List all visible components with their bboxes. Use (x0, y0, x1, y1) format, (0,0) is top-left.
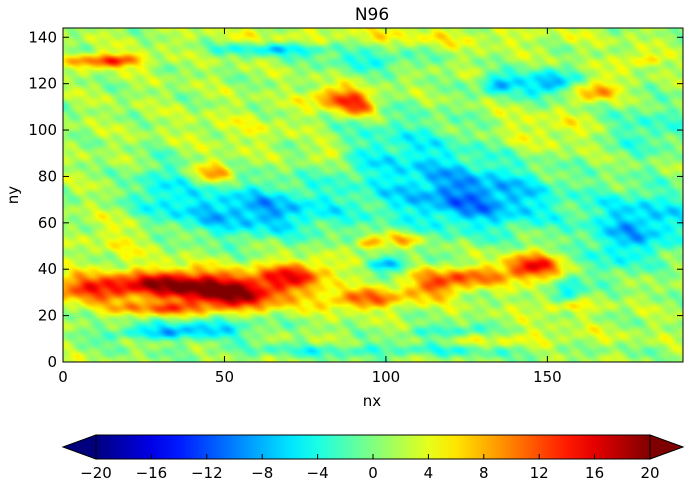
x-tick-label: 100 (372, 368, 401, 386)
colorbar-tick-label: −8 (251, 464, 273, 482)
colorbar-min-extension (61, 434, 97, 460)
plot-frame (62, 27, 684, 363)
y-tick-label: 120 (28, 75, 57, 93)
x-tick-label: 0 (58, 368, 68, 386)
colorbar-tick-label: −12 (191, 464, 223, 482)
x-tick-label: 50 (215, 368, 234, 386)
y-tick-label: 20 (38, 307, 57, 325)
x-axis-label: nx (363, 392, 382, 410)
colorbar-max-extension (649, 434, 685, 460)
y-axis: 0 20 40 60 80 100 120 140 (28, 28, 683, 371)
colorbar-tick-label: −16 (136, 464, 168, 482)
colorbar-tick-label: 16 (585, 464, 604, 482)
y-tick-label: 60 (38, 214, 57, 232)
colorbar-tick-label: 20 (640, 464, 659, 482)
colorbar-tick-label: −20 (80, 464, 112, 482)
y-tick-label: 140 (28, 28, 57, 46)
colorbar-tick-label: 4 (424, 464, 434, 482)
y-tick-label: 80 (38, 167, 57, 185)
colorbar-ticks: −20 −16 −12 −8 −4 0 4 8 12 16 20 (80, 454, 660, 482)
colorbar-tick-label: 8 (479, 464, 489, 482)
y-tick-label: 100 (28, 121, 57, 139)
heatmap-canvas (63, 28, 683, 362)
plot-area (62, 27, 684, 363)
colorbar-tick-label: 0 (368, 464, 378, 482)
y-axis-label: ny (4, 186, 22, 205)
x-axis: 0 50 100 150 (58, 28, 562, 386)
y-tick-label: 0 (47, 353, 57, 371)
colorbar: −20 −16 −12 −8 −4 0 4 8 12 16 20 (61, 434, 685, 482)
colorbar-tick-label: −4 (307, 464, 329, 482)
y-tick-label: 40 (38, 260, 57, 278)
x-tick-label: 150 (533, 368, 562, 386)
chart-title: N96 (355, 5, 389, 25)
colorbar-tick-label: 12 (530, 464, 549, 482)
